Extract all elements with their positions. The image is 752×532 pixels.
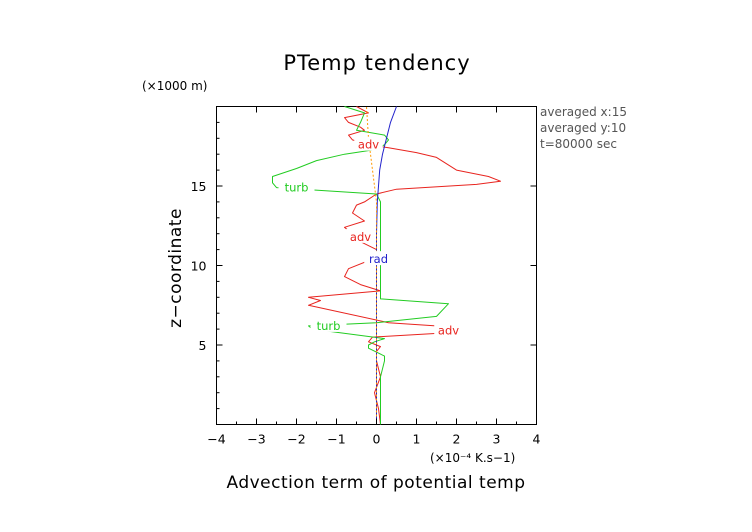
x-tick-label: 0 [373, 432, 381, 447]
series-label-bg [346, 228, 375, 243]
series-label-adv: adv [350, 230, 371, 244]
x-tick-label: −1 [327, 432, 345, 447]
x-tick-label: 4 [533, 432, 541, 447]
series-label-bg [364, 251, 393, 266]
series-label-turb: turb [285, 181, 309, 195]
x-tick-label: 1 [413, 432, 421, 447]
annotation-averaged-x: averaged x:15 [540, 105, 627, 119]
axis-layer: −4 −3 −2 −1 0 1 2 3 4 5 10 15 [191, 106, 541, 447]
annotation-time: t=80000 sec [540, 137, 617, 151]
series-label-adv: adv [358, 138, 379, 152]
chart-title: PTemp tendency [283, 51, 470, 75]
x-tick-label: 2 [453, 432, 461, 447]
series-label-bg [354, 136, 383, 151]
y-tick-label: 5 [199, 338, 207, 353]
x-unit-label: (×10⁻⁴ K.s−1) [430, 451, 515, 465]
series-label-turb: turb [317, 319, 341, 333]
y-axis-label: z−coordinate [166, 208, 186, 328]
x-tick-label: −2 [287, 432, 305, 447]
x-tick-label: 3 [493, 432, 501, 447]
series-label-bg [278, 179, 315, 194]
series-label-bg [434, 322, 463, 337]
series-label-rad: rad [369, 252, 388, 266]
series-label-adv: adv [438, 324, 459, 338]
series-label-bg [310, 317, 347, 332]
series-line-dashed [366, 106, 377, 425]
x-tick-label: −3 [247, 432, 265, 447]
x-axis-label: Advection term of potential temp [226, 473, 525, 493]
y-tick-label: 15 [191, 179, 207, 194]
y-tick-label: 10 [191, 259, 207, 274]
series-layer: adv adv adv turb turb rad [272, 106, 501, 425]
series-line-adv [308, 106, 501, 425]
x-tick-label: −4 [207, 432, 225, 447]
annotation-averaged-y: averaged y:10 [540, 121, 626, 135]
series-line-rad [376, 106, 397, 425]
y-unit-label: (×1000 m) [142, 79, 207, 93]
